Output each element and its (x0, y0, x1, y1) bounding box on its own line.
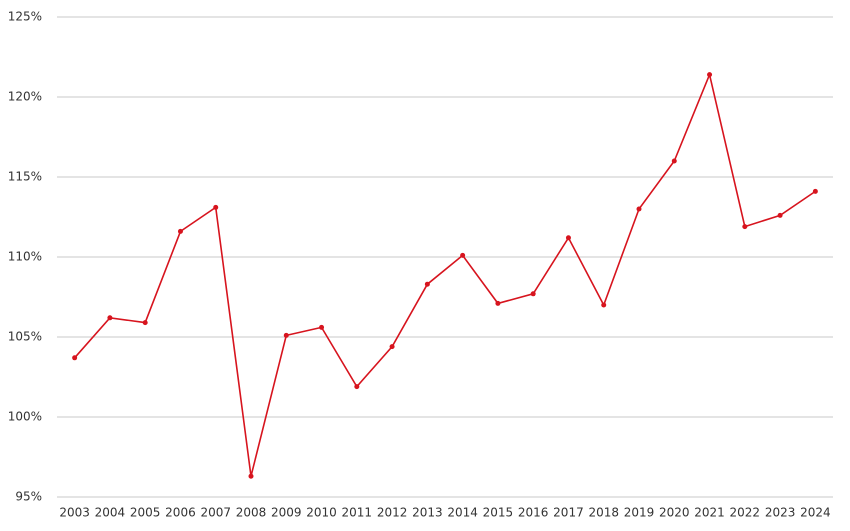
y-tick-label: 105% (8, 330, 42, 344)
point (248, 473, 254, 479)
x-tick-label: 2020 (659, 506, 690, 520)
x-tick-label: 2019 (624, 506, 655, 520)
point (424, 281, 430, 287)
x-tick-label: 2018 (588, 506, 619, 520)
y-tick-label: 110% (8, 250, 42, 264)
x-tick-label: 2016 (518, 506, 549, 520)
point (389, 344, 395, 350)
x-tick-label: 2017 (553, 506, 584, 520)
y-tick-label: 120% (8, 90, 42, 104)
line (74, 71, 816, 477)
point (460, 252, 466, 258)
point (354, 384, 360, 390)
x-tick-label: 2004 (95, 506, 126, 520)
point (107, 315, 113, 321)
point (530, 291, 536, 297)
point (636, 206, 642, 212)
x-tick-label: 2003 (59, 506, 90, 520)
y-tick-label: 95% (15, 490, 42, 504)
x-tick-label: 2012 (377, 506, 408, 520)
x-tick-label: 2008 (236, 506, 267, 520)
point (812, 188, 818, 194)
point (742, 224, 748, 230)
x-tick-label: 2014 (447, 506, 478, 520)
point (142, 320, 148, 326)
y-tick-label: 125% (8, 10, 42, 24)
x-tick-label: 2009 (271, 506, 302, 520)
point (213, 204, 219, 210)
x-tick-label: 2022 (730, 506, 761, 520)
point (283, 332, 289, 338)
x-tick-label: 2005 (130, 506, 161, 520)
x-tick-label: 2010 (306, 506, 337, 520)
point (495, 300, 501, 306)
point (777, 212, 783, 218)
point (177, 228, 183, 234)
x-tick-label: 2015 (483, 506, 514, 520)
point (319, 324, 325, 330)
x-tick-label: 2021 (694, 506, 725, 520)
x-tick-label: 2007 (200, 506, 231, 520)
y-tick-label: 100% (8, 410, 42, 424)
x-tick-label: 2006 (165, 506, 196, 520)
point (72, 355, 78, 361)
x-tick-label: 2024 (800, 506, 831, 520)
point (565, 235, 571, 241)
y-tick-label: 115% (8, 170, 42, 184)
point (671, 158, 677, 164)
point (707, 72, 713, 78)
x-tick-label: 2013 (412, 506, 443, 520)
x-tick-label: 2011 (342, 506, 373, 520)
point (601, 302, 607, 308)
x-tick-label: 2023 (765, 506, 796, 520)
